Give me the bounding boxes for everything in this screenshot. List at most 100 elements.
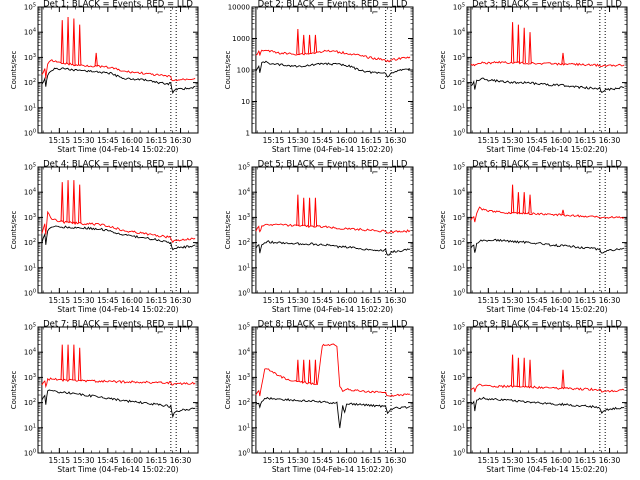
series-line-lld bbox=[470, 383, 625, 393]
x-tick-label: 16:15 bbox=[574, 136, 596, 145]
lld-spike bbox=[516, 357, 521, 387]
panel-title: Det 3: BLACK = Events, RED = LLD bbox=[472, 0, 622, 10]
x-tick-label: 15:30 bbox=[287, 456, 309, 465]
lld-spike bbox=[302, 34, 306, 54]
plot-frame bbox=[466, 6, 628, 134]
x-tick-label: 16:15 bbox=[574, 296, 596, 305]
legend-marker: ⌐ bbox=[372, 8, 379, 17]
x-tick-label: 15:45 bbox=[97, 296, 119, 305]
legend-marker: ⌐ bbox=[586, 168, 593, 177]
plot-frame bbox=[251, 166, 414, 294]
y-tick-label: 103 bbox=[24, 53, 36, 62]
x-tick-label: 15:15 bbox=[263, 136, 285, 145]
series-line-lld bbox=[41, 377, 196, 389]
lld-spike bbox=[307, 34, 312, 54]
series-line-events bbox=[470, 238, 625, 254]
legend-marker: ⌐ bbox=[586, 328, 593, 337]
y-tick-label: 105 bbox=[238, 163, 250, 172]
legend-marker: ⌐ bbox=[372, 168, 379, 177]
y-axis-label: Counts/sec bbox=[439, 51, 447, 90]
x-tick-label: 15:15 bbox=[263, 296, 285, 305]
y-tick-label: 103 bbox=[24, 373, 36, 382]
y-tick-label: 10000 bbox=[228, 4, 250, 12]
detector-panel-3: Det 3: BLACK = Events, RED = LLD 100 101 10… bbox=[439, 0, 628, 154]
y-axis-label: Counts/sec bbox=[224, 211, 232, 250]
plot-frame bbox=[37, 6, 199, 134]
lld-spike bbox=[302, 197, 306, 227]
x-tick-label: 16:00 bbox=[336, 296, 358, 305]
y-tick-label: 104 bbox=[453, 188, 465, 197]
x-tick-label: 16:30 bbox=[385, 136, 407, 145]
series-line-events bbox=[41, 225, 196, 251]
y-tick-label: 100 bbox=[24, 449, 36, 458]
x-axis-label: Start Time (04-Feb-14 15:02:20) bbox=[272, 465, 393, 474]
plot-frame bbox=[37, 166, 199, 294]
lld-spike bbox=[77, 347, 82, 381]
x-axis-label: Start Time (04-Feb-14 15:02:20) bbox=[486, 465, 607, 474]
lld-spike bbox=[510, 354, 515, 387]
y-tick-label: 104 bbox=[238, 348, 250, 357]
lld-spike bbox=[296, 359, 300, 382]
x-tick-label: 16:15 bbox=[145, 456, 167, 465]
x-tick-label: 15:45 bbox=[311, 136, 333, 145]
y-axis-label: Counts/sec bbox=[10, 371, 18, 410]
lld-spike bbox=[307, 197, 312, 227]
lld-spike bbox=[522, 192, 526, 214]
x-tick-label: 15:15 bbox=[49, 136, 71, 145]
lld-spike bbox=[313, 34, 318, 53]
x-tick-label: 16:30 bbox=[385, 456, 407, 465]
legend-marker: ⌐ bbox=[157, 328, 164, 337]
y-tick-label: 104 bbox=[453, 28, 465, 37]
x-tick-label: 16:00 bbox=[336, 136, 358, 145]
plot-data-group bbox=[41, 7, 196, 133]
y-tick-label: 104 bbox=[24, 348, 36, 357]
series-line-lld bbox=[41, 59, 196, 82]
detector-panel-6: Det 6: BLACK = Events, RED = LLD 100 101 10… bbox=[439, 160, 628, 314]
lld-spike bbox=[307, 359, 312, 384]
x-tick-label: 15:30 bbox=[502, 456, 524, 465]
y-tick-label: 100 bbox=[453, 289, 465, 298]
y-axis-label: Counts/sec bbox=[224, 371, 232, 410]
x-axis-label: Start Time (04-Feb-14 15:02:20) bbox=[272, 305, 393, 314]
legend-marker: ⌐ bbox=[586, 8, 593, 17]
x-tick-label: 15:45 bbox=[97, 456, 119, 465]
x-tick-label: 16:15 bbox=[145, 136, 167, 145]
y-tick-label: 105 bbox=[24, 323, 36, 332]
detector-panel-4: Det 4: BLACK = Events, RED = LLD 100 101 10… bbox=[10, 160, 199, 314]
lld-spike bbox=[522, 27, 526, 64]
y-tick-label: 100 bbox=[453, 449, 465, 458]
lld-spike bbox=[77, 24, 82, 66]
y-tick-label: 105 bbox=[24, 3, 36, 12]
y-tick-label: 105 bbox=[238, 323, 250, 332]
lld-spike bbox=[72, 18, 76, 65]
x-tick-label: 15:30 bbox=[73, 296, 95, 305]
y-tick-label: 10 bbox=[241, 98, 250, 106]
x-axis-label: Start Time (04-Feb-14 15:02:20) bbox=[486, 145, 607, 154]
y-tick-label: 103 bbox=[24, 213, 36, 222]
y-tick-label: 101 bbox=[453, 103, 465, 112]
series-line-lld bbox=[255, 49, 411, 63]
y-tick-label: 100 bbox=[24, 289, 36, 298]
x-tick-label: 15:15 bbox=[478, 296, 500, 305]
y-tick-label: 103 bbox=[453, 373, 465, 382]
y-axis-label: Counts/sec bbox=[10, 211, 18, 250]
plot-frame bbox=[466, 166, 628, 294]
y-tick-label: 103 bbox=[238, 373, 250, 382]
plot-frame bbox=[251, 326, 414, 454]
y-tick-label: 100 bbox=[453, 129, 465, 138]
x-tick-label: 16:15 bbox=[574, 456, 596, 465]
y-tick-label: 1 bbox=[246, 130, 250, 138]
legend-marker: ⌐ bbox=[372, 328, 379, 337]
series-line-lld bbox=[255, 223, 411, 234]
y-tick-label: 103 bbox=[453, 213, 465, 222]
y-axis-label: Counts/sec bbox=[439, 211, 447, 250]
lld-spike bbox=[528, 359, 532, 388]
x-tick-label: 16:00 bbox=[550, 136, 572, 145]
lld-spike bbox=[302, 359, 306, 383]
lld-spike bbox=[561, 369, 565, 389]
y-tick-label: 104 bbox=[453, 348, 465, 357]
series-line-events bbox=[255, 240, 411, 256]
series-line-events bbox=[255, 60, 411, 78]
x-tick-label: 15:30 bbox=[502, 296, 524, 305]
y-tick-label: 105 bbox=[453, 163, 465, 172]
